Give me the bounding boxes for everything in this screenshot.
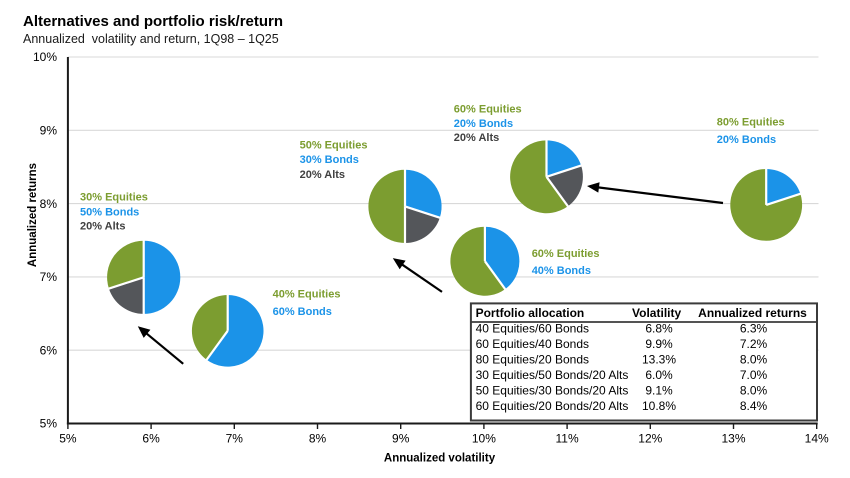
svg-text:Portfolio allocation: Portfolio allocation: [476, 306, 585, 320]
svg-text:60% Bonds: 60% Bonds: [273, 306, 332, 318]
svg-text:20% Alts: 20% Alts: [454, 132, 499, 144]
svg-text:20% Bonds: 20% Bonds: [717, 134, 776, 146]
svg-text:80 Equities/20 Bonds: 80 Equities/20 Bonds: [476, 352, 589, 366]
svg-text:50% Equities: 50% Equities: [300, 139, 368, 151]
svg-text:50% Bonds: 50% Bonds: [80, 207, 139, 219]
svg-text:60% Equities: 60% Equities: [454, 103, 522, 115]
svg-text:13.3%: 13.3%: [642, 352, 676, 366]
svg-text:6%: 6%: [142, 432, 160, 446]
svg-text:9%: 9%: [392, 432, 410, 446]
svg-text:10.8%: 10.8%: [642, 399, 676, 413]
svg-text:8.0%: 8.0%: [740, 352, 768, 366]
svg-text:8.4%: 8.4%: [740, 399, 768, 413]
svg-text:40 Equities/60 Bonds: 40 Equities/60 Bonds: [476, 321, 589, 335]
svg-text:8.0%: 8.0%: [740, 383, 768, 397]
svg-text:8%: 8%: [40, 197, 58, 211]
svg-text:5%: 5%: [40, 417, 58, 431]
svg-text:Annualized returns: Annualized returns: [698, 306, 807, 320]
svg-text:60 Equities/40 Bonds: 60 Equities/40 Bonds: [476, 337, 589, 351]
svg-text:Annualized returns: Annualized returns: [27, 163, 39, 267]
svg-text:40% Bonds: 40% Bonds: [532, 265, 591, 277]
svg-text:20% Alts: 20% Alts: [300, 169, 345, 181]
svg-text:7.2%: 7.2%: [740, 337, 768, 351]
svg-text:20% Bonds: 20% Bonds: [454, 118, 513, 130]
svg-text:40% Equities: 40% Equities: [273, 289, 341, 301]
svg-text:Annualized volatility: Annualized volatility: [384, 453, 496, 465]
svg-text:20% Alts: 20% Alts: [80, 221, 125, 233]
svg-text:12%: 12%: [638, 432, 662, 446]
svg-text:Volatility: Volatility: [632, 306, 681, 320]
svg-text:14%: 14%: [805, 432, 829, 446]
svg-text:6%: 6%: [40, 343, 58, 357]
svg-text:80% Equities: 80% Equities: [717, 117, 785, 129]
svg-text:7.0%: 7.0%: [740, 368, 768, 382]
svg-text:7%: 7%: [40, 270, 58, 284]
svg-text:13%: 13%: [721, 432, 745, 446]
svg-text:30% Equities: 30% Equities: [80, 192, 148, 204]
svg-text:9.9%: 9.9%: [645, 337, 673, 351]
svg-text:60% Equities: 60% Equities: [532, 248, 600, 260]
svg-text:10%: 10%: [33, 50, 57, 64]
svg-text:60 Equities/20 Bonds/20 Alts: 60 Equities/20 Bonds/20 Alts: [476, 399, 629, 413]
svg-text:30 Equities/50 Bonds/20 Alts: 30 Equities/50 Bonds/20 Alts: [476, 368, 629, 382]
svg-text:10%: 10%: [472, 432, 496, 446]
svg-text:7%: 7%: [226, 432, 244, 446]
svg-text:6.3%: 6.3%: [740, 321, 768, 335]
svg-text:5%: 5%: [59, 432, 77, 446]
svg-text:9%: 9%: [40, 124, 58, 138]
svg-text:50 Equities/30 Bonds/20 Alts: 50 Equities/30 Bonds/20 Alts: [476, 383, 629, 397]
svg-text:9.1%: 9.1%: [645, 383, 673, 397]
svg-text:6.0%: 6.0%: [645, 368, 673, 382]
svg-text:8%: 8%: [309, 432, 327, 446]
svg-text:11%: 11%: [556, 432, 579, 446]
svg-text:6.8%: 6.8%: [645, 321, 673, 335]
svg-text:30% Bonds: 30% Bonds: [300, 154, 359, 166]
